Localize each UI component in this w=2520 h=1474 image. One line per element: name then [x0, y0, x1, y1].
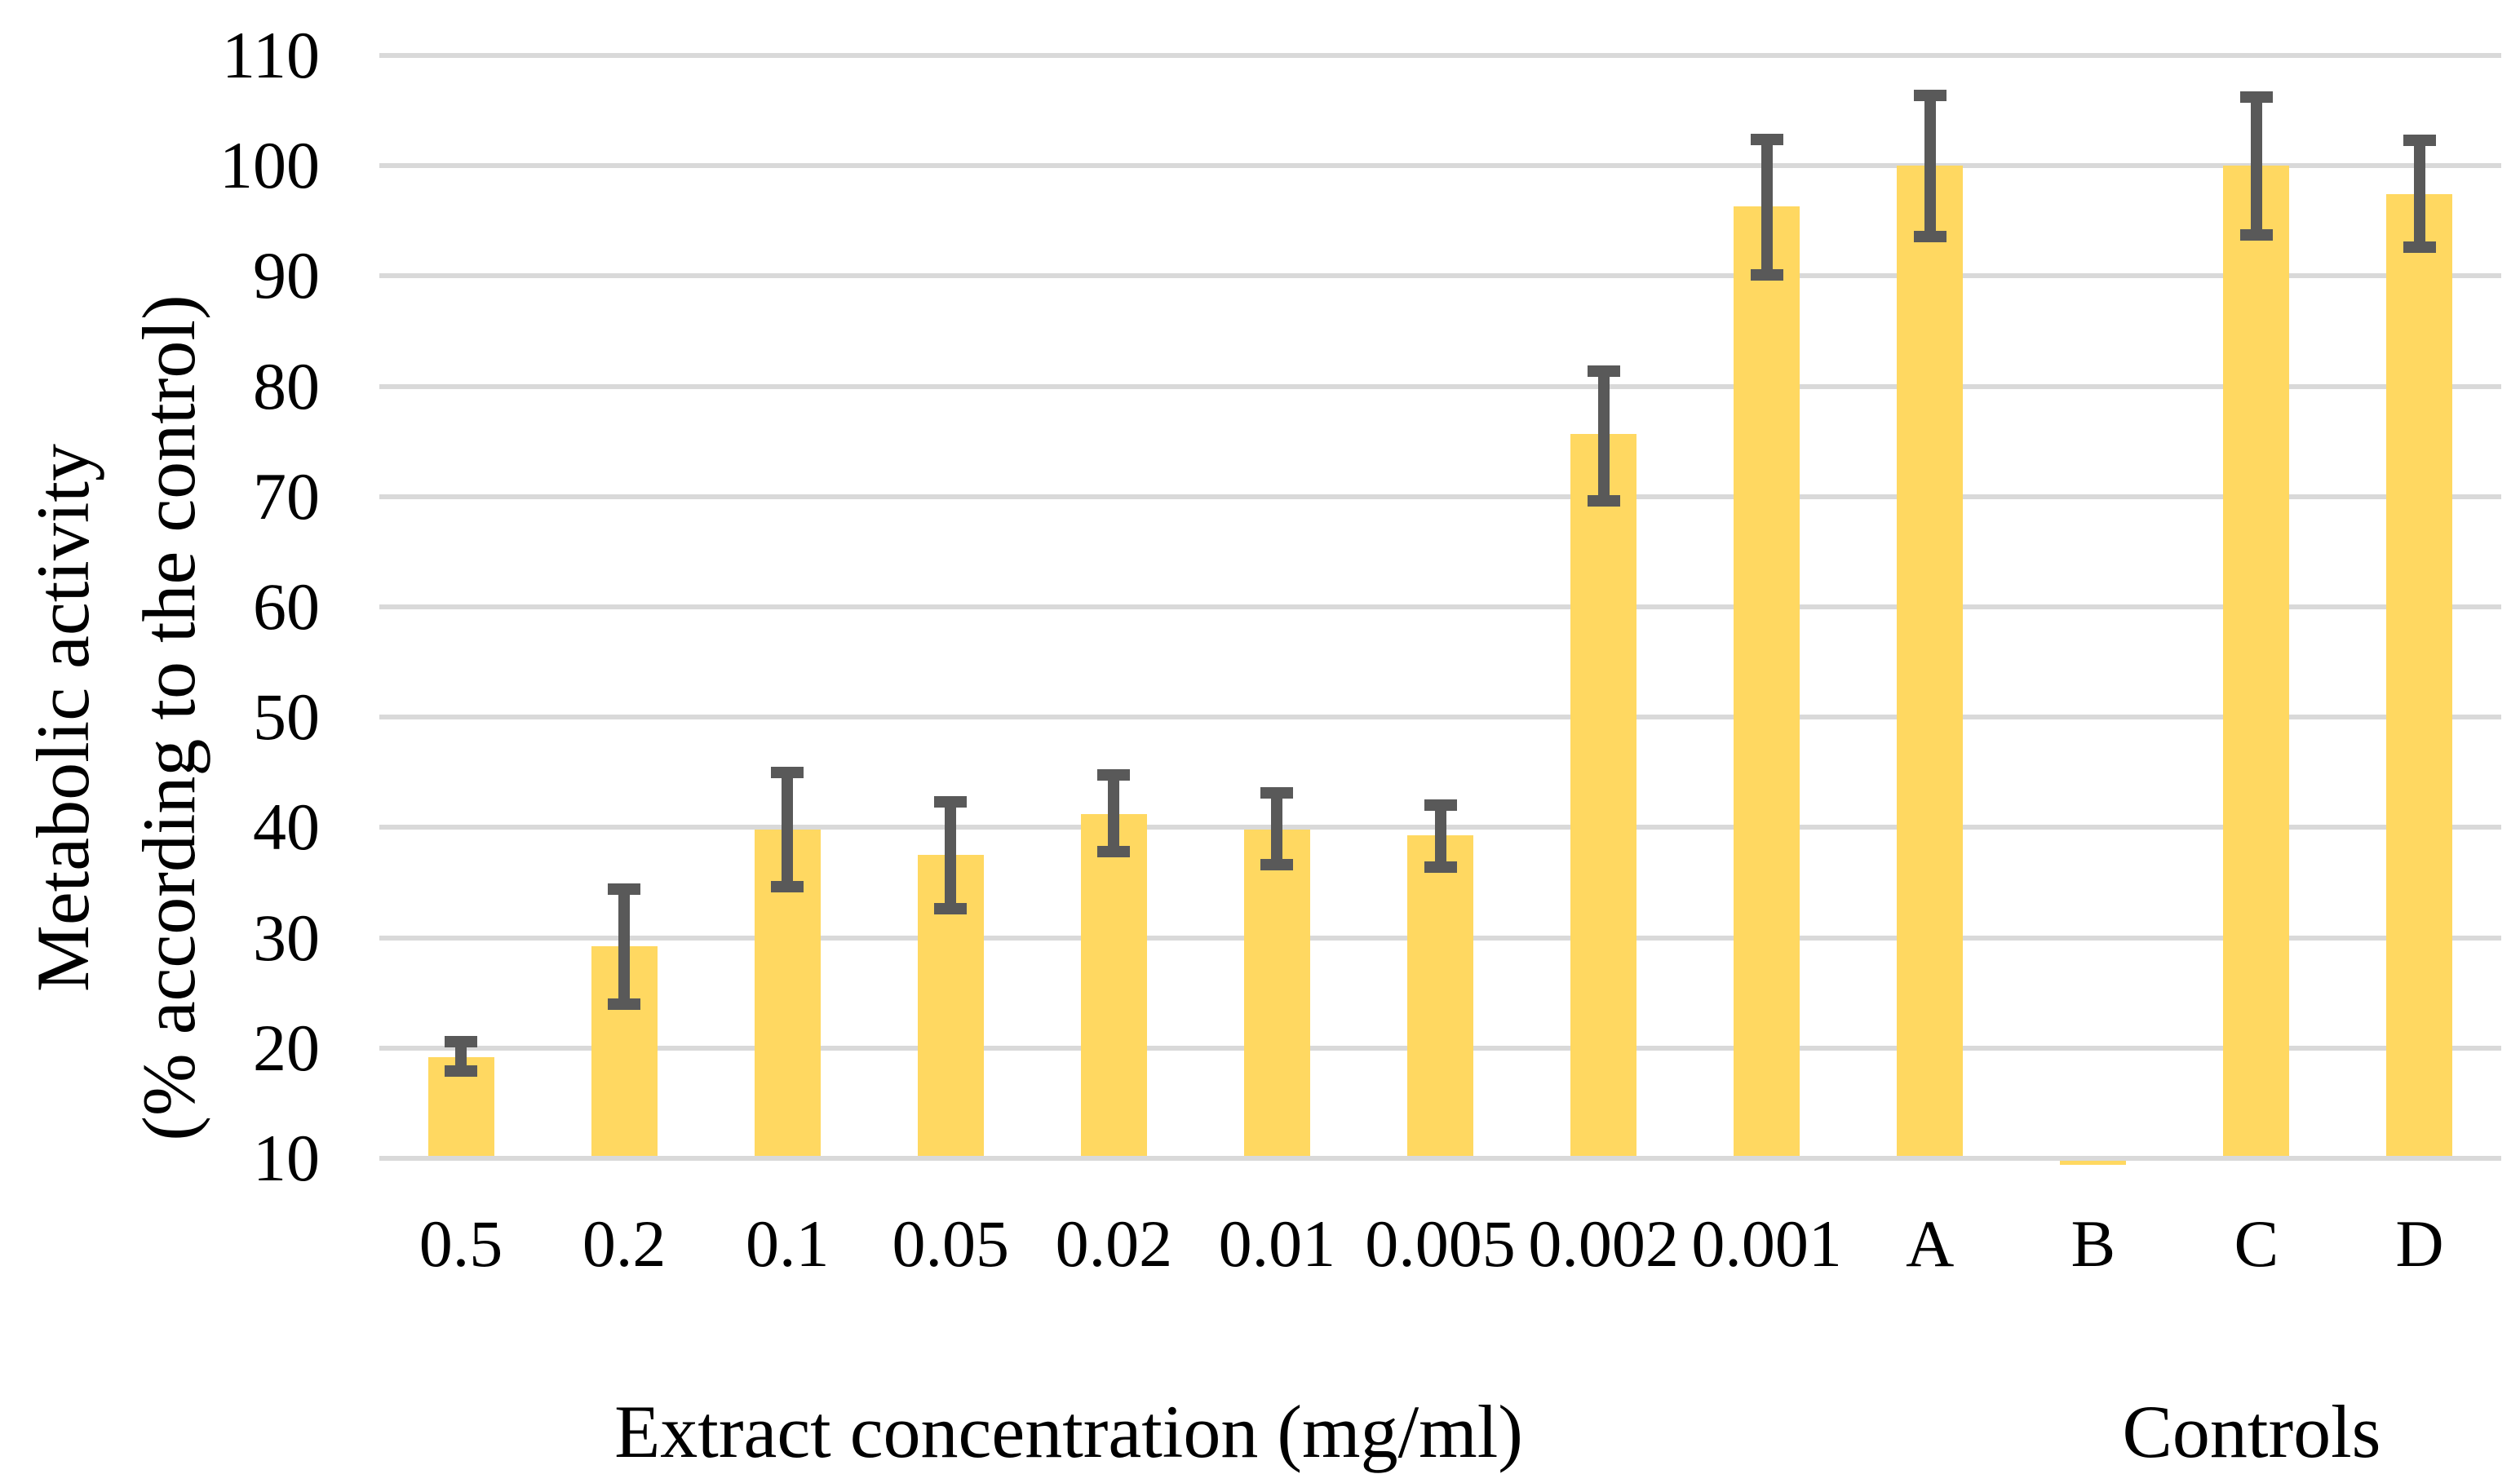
- gridline: [379, 383, 2501, 389]
- error-bar-top-cap: [934, 796, 968, 808]
- y-axis-tick-label: 50: [253, 679, 320, 755]
- x-axis-tick-label: 0.5: [419, 1206, 503, 1281]
- y-axis-tick-label: 80: [253, 348, 320, 423]
- error-bar-top-cap: [1587, 365, 1620, 377]
- error-bar-top-cap: [445, 1035, 478, 1047]
- error-bar-stem: [2413, 140, 2425, 248]
- y-axis-tick-label: 10: [253, 1121, 320, 1195]
- error-bar-stem: [782, 772, 794, 887]
- y-axis-tick-label: 20: [253, 1010, 320, 1085]
- x-axis-tick-label: 0.005: [1365, 1206, 1516, 1281]
- bar: [1080, 814, 1147, 1158]
- bar: [2223, 166, 2290, 1158]
- error-bar-bottom-cap: [2239, 229, 2273, 241]
- gridline: [379, 163, 2501, 169]
- x-axis-tick-label: B: [2070, 1206, 2116, 1281]
- error-bar-bottom-cap: [1097, 846, 1131, 858]
- error-bar-top-cap: [1424, 799, 1457, 812]
- y-axis-tick-label: 110: [222, 18, 320, 92]
- x-axis-tick-label: 0.2: [582, 1206, 667, 1281]
- error-bar-stem: [945, 802, 957, 910]
- gridline: [379, 715, 2501, 720]
- bar: [2386, 194, 2453, 1158]
- x-axis-tick-label: 0.001: [1691, 1206, 1842, 1281]
- gridline: [379, 494, 2501, 499]
- error-bar-bottom-cap: [934, 903, 968, 915]
- error-bar-top-cap: [1260, 787, 1294, 799]
- bar: [1734, 206, 1800, 1158]
- error-bar-top-cap: [1750, 133, 1783, 145]
- error-bar-bottom-cap: [2403, 241, 2436, 254]
- y-axis-tick-label: 40: [253, 790, 320, 865]
- bar: [1570, 433, 1637, 1158]
- error-bar-top-cap: [1913, 89, 1946, 101]
- gridline: [379, 604, 2501, 609]
- x-axis-tick-label: 0.002: [1528, 1206, 1679, 1281]
- bar: [1897, 166, 1964, 1158]
- error-bar-bottom-cap: [1587, 495, 1620, 507]
- error-bar-bottom-cap: [445, 1065, 478, 1078]
- error-bar-stem: [1760, 139, 1773, 276]
- x-axis-title-extract-concentration: Extract concentration (mg/ml): [614, 1390, 1523, 1473]
- y-axis-tick-label: 70: [253, 458, 320, 533]
- error-bar-top-cap: [1097, 768, 1131, 781]
- x-axis-tick-label: A: [1906, 1206, 1955, 1281]
- error-bar-bottom-cap: [1260, 859, 1294, 871]
- error-bar-stem: [1108, 774, 1120, 852]
- error-bar-stem: [1597, 370, 1610, 502]
- error-bar-stem: [2250, 97, 2262, 236]
- error-bar-stem: [618, 889, 631, 1004]
- error-bar-bottom-cap: [1750, 269, 1783, 281]
- error-bar-top-cap: [2403, 135, 2436, 147]
- x-axis-tick-label: D: [2395, 1206, 2444, 1281]
- error-bar-bottom-cap: [608, 998, 641, 1010]
- x-axis-tick-label: 0.02: [1055, 1206, 1173, 1281]
- y-axis-tick-label: 60: [253, 569, 320, 644]
- error-bar-bottom-cap: [771, 881, 804, 893]
- error-bar-stem: [1434, 805, 1446, 868]
- gridline: [379, 273, 2501, 279]
- error-bar-top-cap: [771, 766, 804, 778]
- error-bar-stem: [1271, 793, 1283, 865]
- error-bar-stem: [455, 1041, 467, 1072]
- x-axis-tick-label: C: [2234, 1206, 2279, 1281]
- x-axis-tick-label: 0.01: [1218, 1206, 1336, 1281]
- error-bar-top-cap: [608, 883, 641, 896]
- error-bar-bottom-cap: [1424, 861, 1457, 874]
- x-axis-tick-label: 0.05: [892, 1206, 1010, 1281]
- x-axis-tick-label: 0.1: [745, 1206, 830, 1281]
- bar-below-axis: [2060, 1161, 2127, 1166]
- x-axis-line: [379, 1156, 2501, 1161]
- y-axis-tick-label: 100: [219, 128, 320, 203]
- bar: [1407, 834, 1473, 1158]
- y-axis-tick-label: 90: [253, 238, 320, 313]
- bar: [1243, 830, 1310, 1158]
- error-bar-bottom-cap: [1913, 230, 1946, 242]
- error-bar-top-cap: [2239, 91, 2273, 104]
- error-bar-stem: [1924, 95, 1936, 237]
- x-axis-title-controls: Controls: [2122, 1390, 2381, 1473]
- y-axis-tick-label: 30: [253, 900, 320, 975]
- gridline: [379, 53, 2501, 58]
